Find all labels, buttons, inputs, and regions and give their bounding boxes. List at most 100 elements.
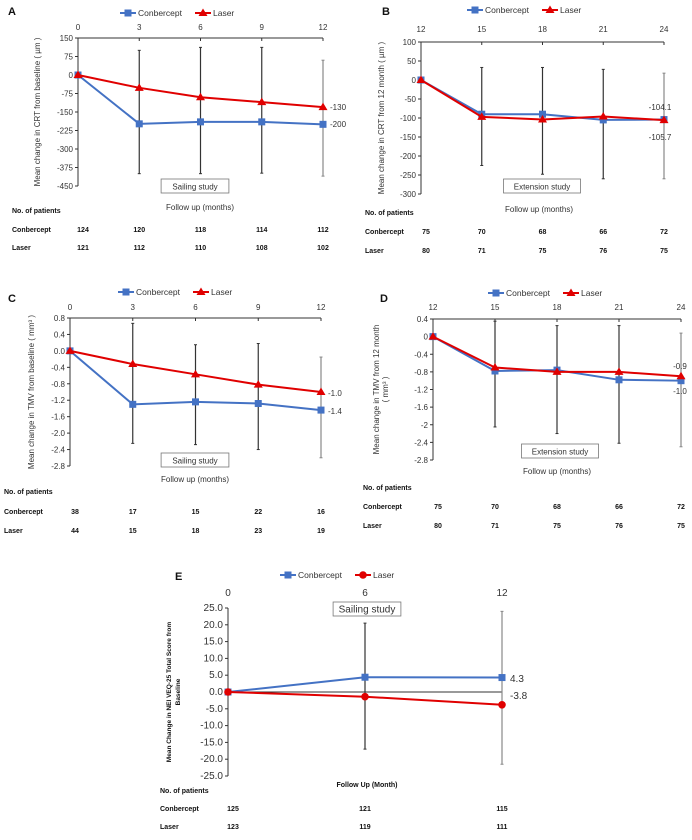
patients-header: No. of patients [12,208,61,215]
y-tick-label: 0.4 [417,315,429,324]
legend-label-conbercept: Conbercept [136,287,181,297]
x-axis-label: Follow up (months) [505,205,573,214]
y-axis-label: ( mm³ ) [381,376,390,402]
y-tick-label: 100 [403,38,417,47]
y-axis-label: Mean change in TMV from 12 month [372,325,381,455]
y-tick-label: -20.0 [200,754,223,765]
data-point [539,110,546,118]
patients-count: 112 [317,227,328,234]
legend-label-conbercept: Conbercept [506,288,551,298]
y-axis-label: Mean change in TMV from baseline ( mm³ ) [27,315,36,469]
end-value-label: -1.0 [328,389,342,398]
error-bar [256,342,260,451]
data-point [224,688,232,696]
x-tick-label: 0 [76,23,81,32]
x-tick-label: 0 [68,303,73,312]
legend-marker-conbercept [471,6,479,14]
y-tick-label: 10.0 [204,653,224,664]
legend-marker-laser [545,5,555,13]
patients-row-label: Laser [160,824,179,831]
error-bar [662,72,666,180]
panel-a: A Conbercept Laser 150 75 0 -75 -150 -225 -300 -37… [8,6,347,252]
data-point [361,692,369,701]
y-tick-label: 75 [64,53,73,62]
x-tick-label: 12 [429,303,438,312]
data-point [197,118,204,126]
patients-count: 76 [599,248,607,255]
y-tick-label: -225 [57,127,74,136]
legend-marker-laser [196,287,206,295]
y-tick-label: -25.0 [200,771,223,782]
x-axis-label: Follow up (months) [161,475,229,484]
legend-marker-conbercept [124,9,132,17]
data-point [677,377,685,385]
series-laser [224,688,506,709]
patients-count: 68 [553,504,561,511]
patients-count: 119 [359,824,370,831]
data-point [317,406,325,414]
y-tick-label: -150 [57,108,74,117]
patients-count: 16 [317,509,325,516]
patients-row-label: Conbercept [365,229,405,236]
data-point [498,674,506,682]
data-point [599,116,607,124]
patients-count: 112 [134,245,145,252]
patients-count: 115 [496,806,507,813]
patients-row-label: Conbercept [4,509,44,516]
data-point [614,367,624,375]
error-bar [555,325,559,435]
legend-label-laser: Laser [560,5,581,15]
data-point [134,83,144,91]
series-laser [73,70,328,111]
patients-header: No. of patients [363,485,412,492]
x-tick-label: 9 [260,23,265,32]
y-tick-label: 0 [424,333,429,342]
data-point [316,387,326,395]
y-tick-label: -300 [57,145,74,154]
error-bar [500,610,504,765]
series-laser [65,346,326,395]
panel-letter: E [175,571,182,583]
patients-row-label: Conbercept [12,227,52,234]
x-tick-label: 12 [496,588,508,599]
end-value-label: -1.0 [673,387,687,396]
data-point [254,400,262,408]
data-point [416,75,426,83]
error-bar [194,344,197,446]
patients-count: 76 [615,523,623,530]
x-tick-label: 21 [599,25,608,34]
patients-count: 75 [553,523,561,530]
error-bar [617,325,621,444]
patients-count: 124 [77,227,89,234]
data-point [253,380,263,388]
patients-count: 72 [677,504,685,511]
x-tick-label: 24 [660,25,669,34]
error-bar [363,622,367,750]
patients-header: No. of patients [4,489,53,496]
y-tick-label: -200 [400,152,417,161]
data-point [319,120,327,128]
y-tick-label: -2.8 [51,462,65,471]
x-axis-label: Follow Up (Month) [336,782,397,789]
data-point [538,115,547,123]
data-point [659,115,669,124]
y-tick-label: -1.2 [414,386,428,395]
x-tick-label: 21 [615,303,624,312]
patients-count: 15 [192,509,200,516]
error-bar [321,59,325,177]
x-tick-label: 12 [417,25,426,34]
y-tick-label: 20.0 [204,620,224,631]
x-tick-label: 18 [553,303,562,312]
y-tick-label: 150 [60,34,74,43]
panel-b: B Conbercept Laser 100 50 0 -50 -100 -150 -200 -25… [365,5,672,255]
y-tick-label: 50 [407,57,416,66]
error-bar [199,46,202,175]
panel-letter: B [382,6,390,18]
patients-count: 121 [359,806,371,813]
patients-count: 75 [422,229,430,236]
patients-count: 114 [256,227,267,234]
patients-count: 118 [195,227,206,234]
patients-count: 121 [77,245,89,252]
y-tick-label: -5.0 [206,704,224,715]
patients-header: No. of patients [160,788,209,795]
